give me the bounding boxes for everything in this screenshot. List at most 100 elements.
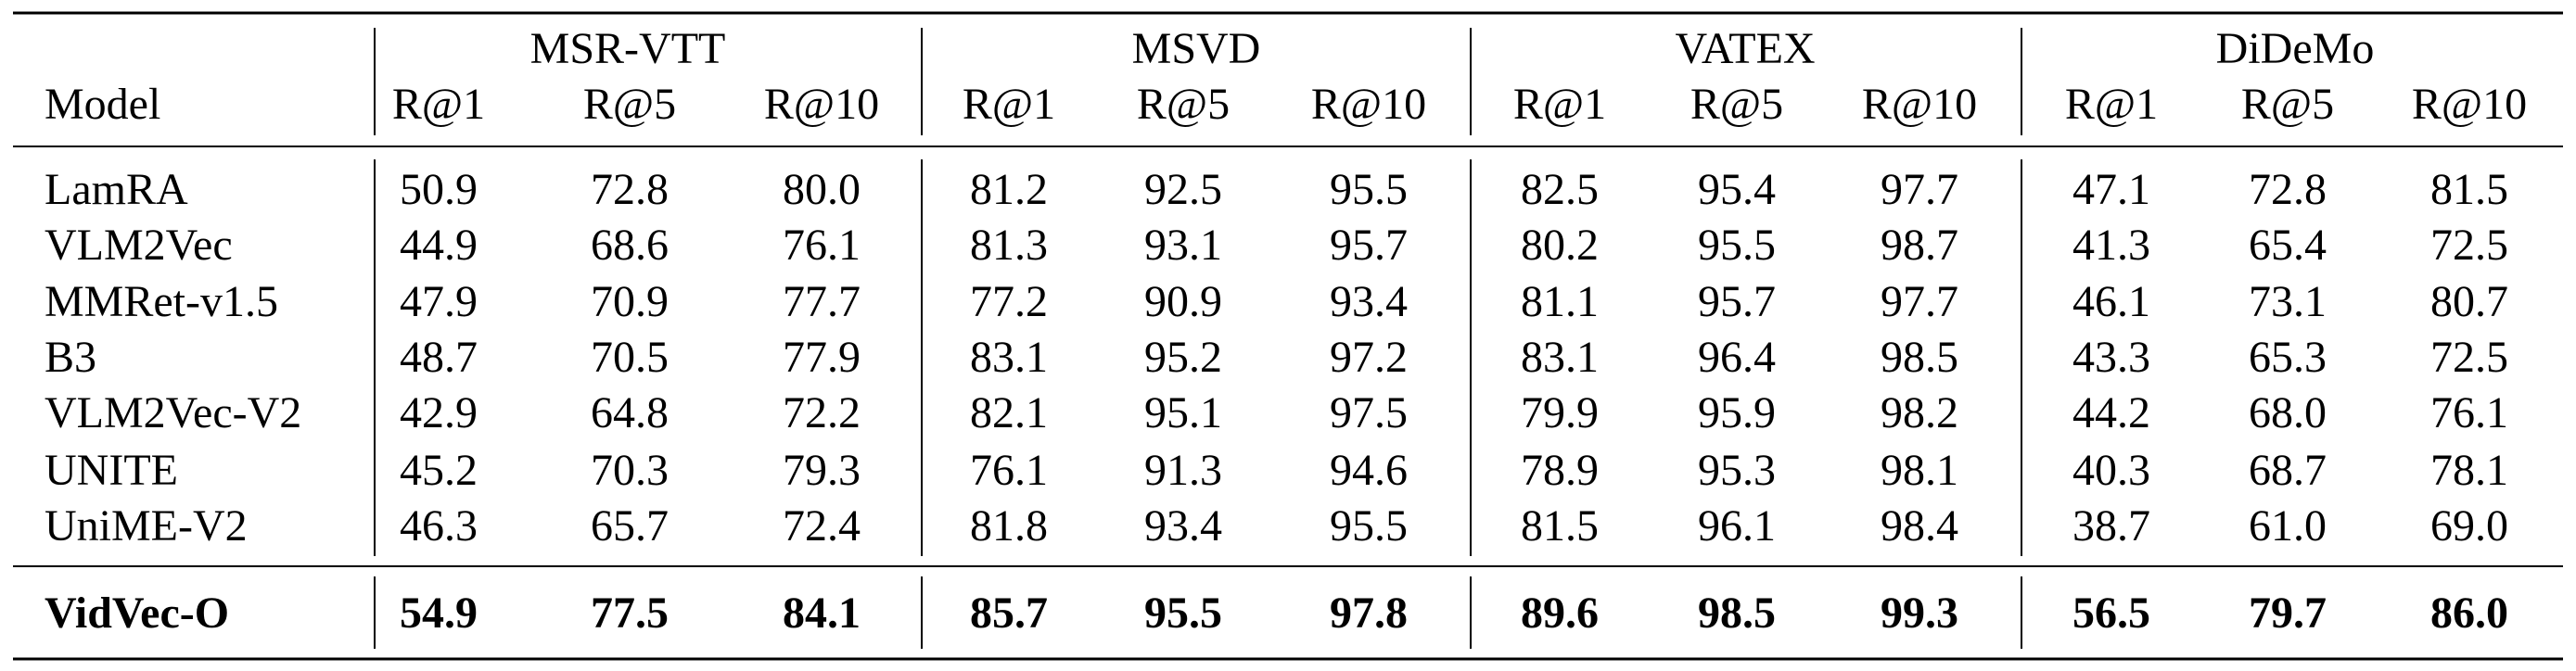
score-cell: 72.8 [591, 165, 669, 214]
score-cell: 97.7 [1881, 165, 1958, 214]
score-cell: 82.5 [1521, 165, 1599, 214]
score-cell: 97.8 [1330, 589, 1408, 638]
model-name: UniME-V2 [45, 501, 248, 551]
score-cell: 47.9 [400, 277, 478, 326]
score-cell: 81.3 [970, 221, 1048, 270]
score-cell: 80.0 [783, 165, 861, 214]
score-cell: 97.5 [1330, 388, 1408, 437]
metric-header: R@10 [1862, 80, 1977, 129]
model-header: Model [45, 80, 160, 129]
score-cell: 95.3 [1698, 446, 1776, 495]
score-cell: 46.3 [400, 501, 478, 551]
score-cell: 97.2 [1330, 333, 1408, 382]
score-cell: 98.2 [1881, 388, 1958, 437]
score-cell: 50.9 [400, 165, 478, 214]
score-cell: 85.7 [970, 589, 1048, 638]
score-cell: 92.5 [1144, 165, 1222, 214]
score-cell: 68.0 [2249, 388, 2327, 437]
score-cell: 70.9 [591, 277, 669, 326]
metric-header: R@5 [1137, 80, 1230, 129]
score-cell: 90.9 [1144, 277, 1222, 326]
group-header: DiDeMo [2216, 24, 2375, 73]
score-cell: 81.1 [1521, 277, 1599, 326]
score-cell: 98.5 [1698, 589, 1776, 638]
group-header: MSVD [1132, 24, 1261, 73]
model-name: UNITE [45, 446, 178, 495]
score-cell: 54.9 [400, 589, 478, 638]
score-cell: 80.2 [1521, 221, 1599, 270]
score-cell: 68.6 [591, 221, 669, 270]
model-name: VLM2Vec-V2 [45, 388, 301, 437]
score-cell: 41.3 [2072, 221, 2150, 270]
score-cell: 99.3 [1881, 589, 1958, 638]
score-cell: 95.4 [1698, 165, 1776, 214]
score-cell: 97.7 [1881, 277, 1958, 326]
score-cell: 98.1 [1881, 446, 1958, 495]
score-cell: 78.9 [1521, 446, 1599, 495]
score-cell: 65.3 [2249, 333, 2327, 382]
metric-header: R@1 [1513, 80, 1606, 129]
score-cell: 38.7 [2072, 501, 2150, 551]
metric-header: R@1 [392, 80, 485, 129]
score-cell: 69.0 [2430, 501, 2508, 551]
score-cell: 95.7 [1698, 277, 1776, 326]
score-cell: 64.8 [591, 388, 669, 437]
score-cell: 61.0 [2249, 501, 2327, 551]
score-cell: 76.1 [2430, 388, 2508, 437]
score-cell: 65.7 [591, 501, 669, 551]
score-cell: 65.4 [2249, 221, 2327, 270]
score-cell: 83.1 [970, 333, 1048, 382]
score-cell: 81.2 [970, 165, 1048, 214]
model-name: LamRA [45, 165, 188, 214]
score-cell: 76.1 [970, 446, 1048, 495]
score-cell: 81.8 [970, 501, 1048, 551]
model-name: MMRet-v1.5 [45, 277, 278, 326]
score-cell: 91.3 [1144, 446, 1222, 495]
score-cell: 84.1 [783, 589, 861, 638]
score-cell: 70.5 [591, 333, 669, 382]
metric-header: R@10 [2412, 80, 2527, 129]
score-cell: 78.1 [2430, 446, 2508, 495]
score-cell: 45.2 [400, 446, 478, 495]
model-name: VidVec-O [45, 589, 229, 638]
score-cell: 98.4 [1881, 501, 1958, 551]
score-cell: 77.2 [970, 277, 1048, 326]
model-name: B3 [45, 333, 96, 382]
score-cell: 94.6 [1330, 446, 1408, 495]
score-cell: 68.7 [2249, 446, 2327, 495]
metric-header: R@1 [2065, 80, 2158, 129]
metric-header: R@5 [2241, 80, 2334, 129]
score-cell: 95.5 [1698, 221, 1776, 270]
score-cell: 56.5 [2072, 589, 2150, 638]
score-cell: 72.8 [2249, 165, 2327, 214]
score-cell: 77.7 [783, 277, 861, 326]
score-cell: 79.3 [783, 446, 861, 495]
score-cell: 95.2 [1144, 333, 1222, 382]
score-cell: 72.4 [783, 501, 861, 551]
score-cell: 42.9 [400, 388, 478, 437]
score-cell: 82.1 [970, 388, 1048, 437]
score-cell: 95.7 [1330, 221, 1408, 270]
score-cell: 95.5 [1330, 165, 1408, 214]
score-cell: 70.3 [591, 446, 669, 495]
score-cell: 76.1 [783, 221, 861, 270]
score-cell: 79.7 [2249, 589, 2327, 638]
metric-header: R@10 [1311, 80, 1426, 129]
score-cell: 89.6 [1521, 589, 1599, 638]
score-cell: 95.1 [1144, 388, 1222, 437]
score-cell: 81.5 [1521, 501, 1599, 551]
score-cell: 77.5 [591, 589, 669, 638]
score-cell: 93.4 [1144, 501, 1222, 551]
score-cell: 96.4 [1698, 333, 1776, 382]
score-cell: 80.7 [2430, 277, 2508, 326]
score-cell: 72.2 [783, 388, 861, 437]
group-header: VATEX [1675, 24, 1815, 73]
score-cell: 95.5 [1144, 589, 1222, 638]
score-cell: 72.5 [2430, 333, 2508, 382]
score-cell: 96.1 [1698, 501, 1776, 551]
score-cell: 79.9 [1521, 388, 1599, 437]
score-cell: 77.9 [783, 333, 861, 382]
metric-header: R@1 [963, 80, 1055, 129]
score-cell: 98.7 [1881, 221, 1958, 270]
